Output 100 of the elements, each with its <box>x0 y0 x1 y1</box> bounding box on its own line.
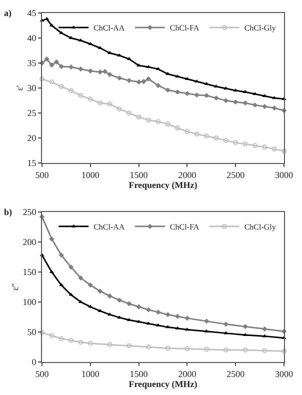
point <box>214 95 219 101</box>
point <box>126 78 132 84</box>
point <box>126 57 132 60</box>
point <box>102 68 108 74</box>
point <box>136 304 142 310</box>
point <box>223 347 228 352</box>
y-tick-label: 35 <box>27 58 37 68</box>
x-tick-label: 500 <box>35 368 50 379</box>
point <box>68 338 74 343</box>
point <box>58 84 64 90</box>
point <box>174 314 180 319</box>
point <box>126 343 132 348</box>
y-tick-label: 20 <box>27 133 37 144</box>
point <box>175 326 180 330</box>
x-tick-label: 1000 <box>81 170 100 180</box>
point <box>97 288 103 294</box>
y-axis-title: ε' <box>14 84 25 91</box>
y-tick-label: 250 <box>22 207 37 218</box>
x-tick-label: 3000 <box>275 170 294 180</box>
x-tick-label: 500 <box>35 170 50 180</box>
point <box>78 66 84 72</box>
point <box>68 292 74 296</box>
point <box>184 346 190 352</box>
point <box>78 93 84 98</box>
y-tick-label: 100 <box>22 297 37 308</box>
y-tick-label: 50 <box>27 327 37 338</box>
y-tick-label: 15 <box>27 158 37 168</box>
y-tick-label: 45 <box>27 8 37 18</box>
point <box>54 59 60 65</box>
legend-label: ChCl-AA <box>94 222 125 232</box>
point <box>262 144 268 150</box>
point <box>146 118 151 123</box>
point <box>98 46 102 50</box>
point <box>146 322 151 325</box>
point <box>184 90 190 96</box>
x-tick-label: 1500 <box>130 368 148 379</box>
point <box>141 78 146 84</box>
point <box>49 80 54 85</box>
point <box>204 318 210 324</box>
point <box>204 134 210 139</box>
legend-label: ChCl-Gly <box>244 222 276 232</box>
point <box>223 138 228 144</box>
point <box>242 100 248 106</box>
point <box>272 146 277 152</box>
point <box>49 24 54 27</box>
point <box>58 252 64 258</box>
point <box>204 346 210 352</box>
point <box>88 96 93 102</box>
point <box>242 142 248 147</box>
point <box>78 275 84 281</box>
point <box>49 333 54 338</box>
x-tick-label: 2000 <box>178 170 197 180</box>
y-tick-label: 40 <box>27 33 37 44</box>
point <box>165 87 170 93</box>
x-tick-label: 2000 <box>178 368 197 379</box>
point <box>40 76 44 82</box>
point <box>88 304 93 308</box>
point <box>252 102 258 108</box>
point <box>272 105 277 111</box>
point <box>156 119 161 124</box>
point <box>136 79 142 85</box>
point <box>116 75 122 81</box>
point <box>58 64 64 70</box>
point <box>223 322 229 327</box>
point <box>156 82 161 88</box>
point <box>184 316 190 321</box>
legend-label: ChCl-FA <box>170 222 200 232</box>
point <box>40 330 44 336</box>
x-tick-label: 1500 <box>130 170 148 180</box>
point <box>174 89 180 95</box>
point <box>156 310 161 315</box>
point <box>107 293 112 299</box>
y-tick-label: 0 <box>32 357 37 368</box>
point <box>165 312 170 318</box>
point <box>49 62 54 68</box>
point <box>194 132 200 137</box>
point <box>262 348 268 354</box>
point <box>175 126 180 131</box>
point <box>184 129 190 134</box>
point <box>116 298 122 303</box>
x-tick-label: 3000 <box>275 368 294 379</box>
point <box>98 100 103 106</box>
point <box>49 270 54 273</box>
point <box>233 99 238 105</box>
point <box>165 122 170 127</box>
point <box>88 340 93 346</box>
legend-label: ChCl-Gly <box>244 24 276 33</box>
y-tick-label: 30 <box>27 83 37 94</box>
point <box>107 72 112 78</box>
point <box>262 326 268 332</box>
y-tick-label: 150 <box>22 267 37 278</box>
point <box>262 104 268 110</box>
chart-title: b) <box>4 207 12 217</box>
point <box>136 114 142 120</box>
y-axis-title: ε'' <box>10 283 20 290</box>
x-tick-label: 2500 <box>226 368 246 379</box>
point <box>88 282 93 288</box>
point <box>126 301 132 306</box>
point <box>107 342 112 348</box>
point <box>44 56 50 62</box>
